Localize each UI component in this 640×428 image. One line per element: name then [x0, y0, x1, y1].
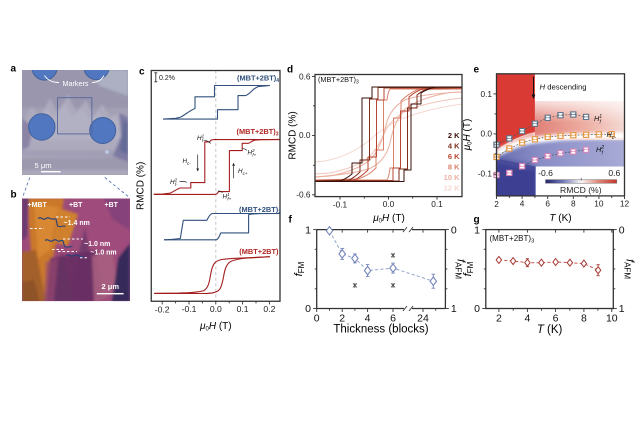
svg-text:μ0H (T): μ0H (T) — [199, 321, 232, 333]
svg-text:6: 6 — [553, 313, 559, 325]
svg-text:(MBT+2BT)3: (MBT+2BT)3 — [237, 127, 279, 138]
svg-text:10 K: 10 K — [444, 173, 460, 182]
svg-text:5 μm: 5 μm — [35, 161, 52, 170]
svg-text:H2f-: H2 f- — [170, 178, 178, 188]
svg-text:H1f: H1 f — [594, 114, 602, 126]
svg-text:2: 2 — [494, 199, 499, 209]
svg-text:10: 10 — [594, 199, 604, 209]
svg-text:-0.2: -0.2 — [155, 305, 170, 315]
svg-text:4: 4 — [524, 313, 530, 325]
svg-text:0.0: 0.0 — [383, 199, 395, 209]
svg-text:Thickness (blocks): Thickness (blocks) — [333, 324, 428, 336]
svg-text:RMCD (%): RMCD (%) — [136, 162, 147, 210]
svg-text:0: 0 — [619, 224, 625, 236]
svg-text:0: 0 — [305, 303, 311, 315]
svg-text:0.0: 0.0 — [299, 130, 311, 140]
svg-text:RMCD (%): RMCD (%) — [288, 111, 299, 159]
svg-text:4: 4 — [365, 313, 371, 325]
svg-text:0.0: 0.0 — [210, 304, 222, 314]
svg-text:0.0: 0.0 — [480, 128, 492, 138]
svg-text:-0.6: -0.6 — [538, 168, 553, 178]
svg-text:μ0H (T): μ0H (T) — [462, 119, 474, 152]
svg-text:d: d — [287, 65, 293, 76]
svg-text:~1.0 nm: ~1.0 nm — [90, 250, 116, 257]
svg-text:0: 0 — [451, 224, 457, 236]
svg-text:1: 1 — [451, 303, 457, 315]
svg-text:a: a — [11, 64, 17, 75]
svg-text:(MBT+2BT)3: (MBT+2BT)3 — [490, 234, 535, 245]
svg-text:fFM: fFM — [293, 261, 306, 276]
svg-text:RMCD (%): RMCD (%) — [560, 185, 602, 195]
svg-text:~1.4 nm: ~1.4 nm — [64, 220, 90, 227]
svg-text:8 K: 8 K — [448, 162, 460, 171]
svg-text:-0.6: -0.6 — [296, 189, 311, 199]
svg-text:(MBT+2BT)4: (MBT+2BT)4 — [237, 74, 279, 85]
svg-text:b: b — [11, 190, 17, 201]
svg-text:g: g — [474, 215, 480, 226]
svg-text:0.6: 0.6 — [299, 72, 311, 82]
svg-text:fAFM: fAFM — [454, 259, 467, 279]
svg-text:T (K): T (K) — [549, 213, 571, 224]
svg-text:4: 4 — [520, 199, 525, 209]
svg-text:8: 8 — [571, 199, 576, 209]
svg-text:6 K: 6 K — [448, 152, 460, 161]
svg-text:+BT: +BT — [105, 202, 119, 209]
svg-text:-0.1: -0.1 — [182, 304, 197, 314]
svg-text:0.6: 0.6 — [608, 168, 620, 178]
svg-text:Hc+: Hc+ — [238, 168, 248, 176]
svg-text:1: 1 — [474, 224, 480, 236]
svg-text:2 K: 2 K — [448, 131, 460, 140]
svg-text:~1.0 nm: ~1.0 nm — [84, 241, 110, 248]
svg-text:(MBT+2BT)3: (MBT+2BT)3 — [318, 75, 359, 86]
svg-text:2: 2 — [339, 313, 345, 325]
svg-text:c: c — [139, 67, 145, 78]
svg-text:fAFM: fAFM — [623, 259, 636, 279]
svg-text:Hc-: Hc- — [183, 158, 192, 166]
svg-text:1: 1 — [619, 303, 625, 315]
svg-text:4 K: 4 K — [448, 141, 460, 150]
svg-text:0.2%: 0.2% — [159, 75, 175, 82]
svg-text:-0.1: -0.1 — [478, 169, 493, 179]
svg-text:T (K): T (K) — [537, 324, 563, 336]
svg-text:e: e — [474, 65, 480, 76]
svg-text:H2f+: H2 f+ — [248, 148, 257, 158]
svg-text:1: 1 — [305, 224, 311, 236]
svg-text:+BT: +BT — [69, 202, 83, 209]
svg-text:Markers: Markers — [63, 79, 89, 88]
svg-text:H1f+: H1 f+ — [223, 192, 232, 202]
svg-text:8: 8 — [581, 313, 587, 325]
svg-text:0: 0 — [474, 303, 480, 315]
svg-text:0.1: 0.1 — [431, 199, 443, 209]
svg-text:H1f-: H1 f- — [197, 133, 205, 143]
svg-text:2: 2 — [496, 313, 502, 325]
svg-text:12 K: 12 K — [444, 183, 460, 192]
svg-text:6: 6 — [545, 199, 550, 209]
svg-text:H2f: H2 f — [596, 145, 604, 157]
svg-text:6: 6 — [390, 313, 396, 325]
svg-text:fFM: fFM — [462, 261, 475, 276]
svg-text:12: 12 — [620, 199, 630, 209]
svg-text:2 μm: 2 μm — [102, 282, 120, 291]
svg-text:0.1: 0.1 — [237, 304, 249, 314]
svg-text:0.2: 0.2 — [263, 304, 275, 314]
svg-text:0: 0 — [314, 313, 320, 325]
svg-text:10: 10 — [606, 313, 618, 325]
svg-text:f: f — [289, 215, 293, 226]
svg-text:μ0H (T): μ0H (T) — [372, 213, 405, 225]
svg-text:-0.1: -0.1 — [333, 200, 348, 210]
svg-text:24: 24 — [417, 313, 429, 325]
svg-text:(MBT+2BT): (MBT+2BT) — [239, 247, 279, 256]
svg-text:H descending: H descending — [540, 82, 587, 91]
svg-text:+MBT: +MBT — [28, 202, 48, 209]
svg-text:Hc-: Hc- — [607, 130, 617, 141]
svg-text:0.1: 0.1 — [480, 89, 492, 99]
svg-text:(MBT+2BT)2: (MBT+2BT)2 — [239, 205, 281, 216]
